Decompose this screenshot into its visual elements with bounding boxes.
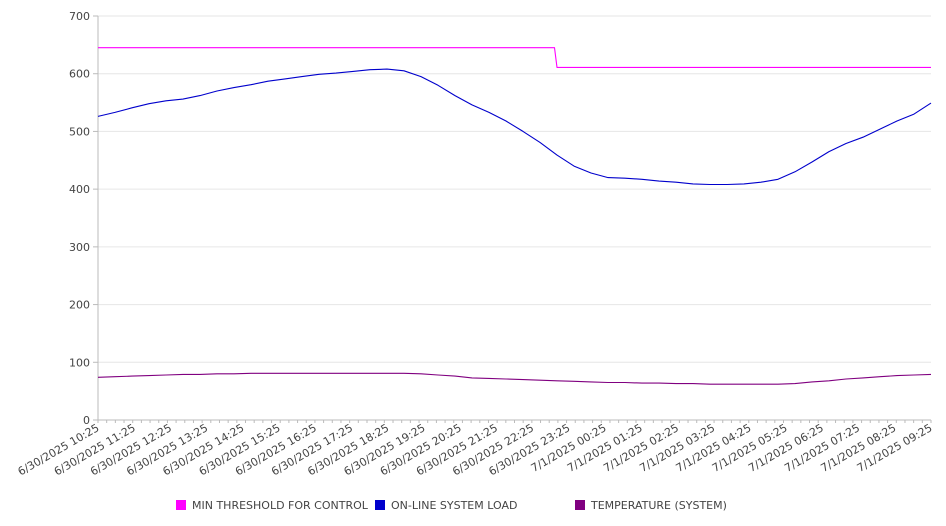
y-tick-label: 200	[69, 299, 90, 312]
legend-swatch-temperature	[575, 500, 585, 510]
series-lines	[97, 47, 932, 385]
y-tick-label: 100	[69, 356, 90, 369]
legend-item-system-load: ON-LINE SYSTEM LOAD	[375, 497, 517, 513]
legend-swatch-min-threshold	[176, 500, 186, 510]
series-line-0	[98, 47, 931, 68]
y-tick-label: 500	[69, 125, 90, 138]
axes	[97, 16, 931, 421]
legend: MIN THRESHOLD FOR CONTROL ON-LINE SYSTEM…	[0, 497, 946, 515]
y-tick-label: 400	[69, 183, 90, 196]
legend-swatch-system-load	[375, 500, 385, 510]
y-tick-label: 700	[69, 10, 90, 23]
y-axis-ticks: 0 100 200 300 400 500 600 700	[69, 10, 98, 427]
legend-label-system-load: ON-LINE SYSTEM LOAD	[391, 498, 518, 512]
legend-item-min-threshold: MIN THRESHOLD FOR CONTROL	[176, 497, 368, 513]
x-axis-ticks: 6/30/2025 10:256/30/2025 11:256/30/2025 …	[16, 420, 935, 478]
series-line-1	[97, 68, 932, 186]
gridlines	[98, 15, 931, 363]
y-tick-label: 300	[69, 241, 90, 254]
y-tick-label: 0	[83, 414, 90, 427]
legend-label-temperature: TEMPERATURE (SYSTEM)	[591, 498, 727, 512]
legend-label-min-threshold: MIN THRESHOLD FOR CONTROL	[192, 498, 368, 512]
series-line-2	[97, 372, 932, 385]
y-tick-label: 600	[69, 68, 90, 81]
legend-item-temperature: TEMPERATURE (SYSTEM)	[575, 497, 727, 513]
